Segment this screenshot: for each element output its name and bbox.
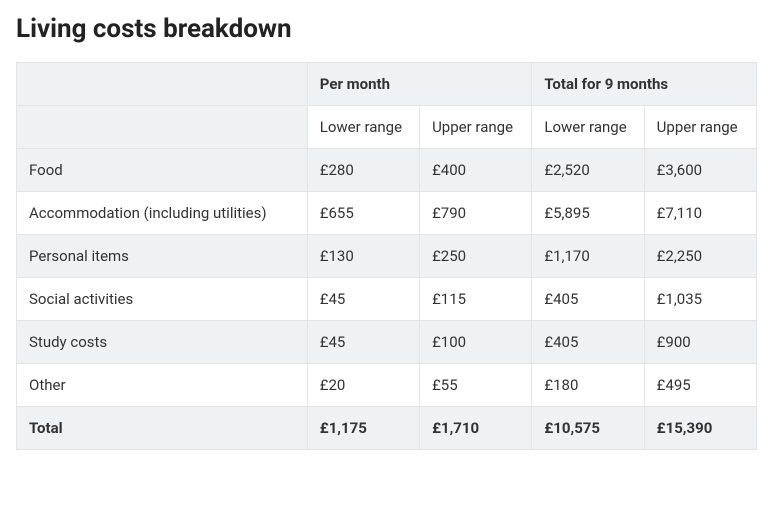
cell-pm-high: £400 (420, 149, 532, 192)
cell-pm-low: £655 (307, 192, 419, 235)
table-row: Social activities £45 £115 £405 £1,035 (17, 278, 757, 321)
page-title: Living costs breakdown (16, 14, 757, 44)
table-row: Accommodation (including utilities) £655… (17, 192, 757, 235)
header-blank (17, 63, 308, 106)
cell-t9-high: £495 (644, 364, 756, 407)
cell-t9-low: £180 (532, 364, 644, 407)
cell-t9-low: £5,895 (532, 192, 644, 235)
living-costs-table: Per month Total for 9 months Lower range… (16, 62, 757, 450)
subheader-t9-upper: Upper range (644, 106, 756, 149)
table-row-total: Total £1,175 £1,710 £10,575 £15,390 (17, 407, 757, 450)
cell-t9-high: £15,390 (644, 407, 756, 450)
cell-pm-high: £55 (420, 364, 532, 407)
cell-t9-high: £3,600 (644, 149, 756, 192)
cell-pm-low: £130 (307, 235, 419, 278)
cell-pm-high: £250 (420, 235, 532, 278)
table-row: Other £20 £55 £180 £495 (17, 364, 757, 407)
row-label: Social activities (17, 278, 308, 321)
table-row: Food £280 £400 £2,520 £3,600 (17, 149, 757, 192)
subheader-blank (17, 106, 308, 149)
cell-pm-high: £100 (420, 321, 532, 364)
cell-t9-low: £1,170 (532, 235, 644, 278)
cell-pm-low: £45 (307, 278, 419, 321)
cell-t9-high: £900 (644, 321, 756, 364)
cell-t9-low: £405 (532, 321, 644, 364)
header-total-9-months: Total for 9 months (532, 63, 757, 106)
cell-pm-low: £20 (307, 364, 419, 407)
cell-pm-low: £45 (307, 321, 419, 364)
cell-t9-high: £2,250 (644, 235, 756, 278)
cell-t9-high: £1,035 (644, 278, 756, 321)
subheader-pm-upper: Upper range (420, 106, 532, 149)
cell-t9-high: £7,110 (644, 192, 756, 235)
cell-pm-low: £1,175 (307, 407, 419, 450)
row-label: Personal items (17, 235, 308, 278)
table-header-sub-row: Lower range Upper range Lower range Uppe… (17, 106, 757, 149)
header-per-month: Per month (307, 63, 532, 106)
row-label: Total (17, 407, 308, 450)
table-row: Personal items £130 £250 £1,170 £2,250 (17, 235, 757, 278)
row-label: Study costs (17, 321, 308, 364)
row-label: Accommodation (including utilities) (17, 192, 308, 235)
row-label: Food (17, 149, 308, 192)
subheader-t9-lower: Lower range (532, 106, 644, 149)
cell-t9-low: £2,520 (532, 149, 644, 192)
cell-pm-high: £1,710 (420, 407, 532, 450)
table-row: Study costs £45 £100 £405 £900 (17, 321, 757, 364)
cell-pm-high: £115 (420, 278, 532, 321)
cell-t9-low: £405 (532, 278, 644, 321)
cell-pm-low: £280 (307, 149, 419, 192)
subheader-pm-lower: Lower range (307, 106, 419, 149)
cell-pm-high: £790 (420, 192, 532, 235)
cell-t9-low: £10,575 (532, 407, 644, 450)
row-label: Other (17, 364, 308, 407)
table-header-group-row: Per month Total for 9 months (17, 63, 757, 106)
